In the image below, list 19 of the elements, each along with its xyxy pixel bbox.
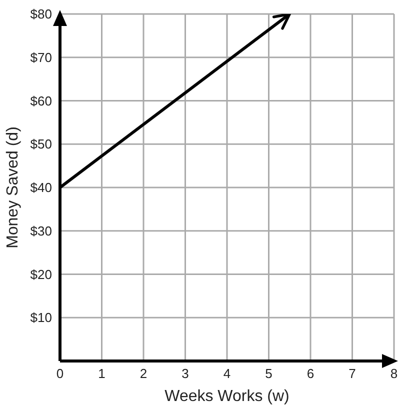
y-tick-label: $50 [30,136,52,152]
x-axis-title: Weeks Works (w) [164,388,290,405]
y-tick-label: $10 [30,310,52,326]
x-tick-label: 1 [98,366,106,382]
y-tick-label: $40 [30,180,52,196]
x-tick-label: 6 [306,366,314,382]
y-tick-label: $30 [30,223,52,238]
x-tick-label: 0 [56,366,64,382]
x-tick-label: 3 [182,366,189,382]
y-axis-title: Money Saved (d) [4,126,22,248]
x-tick-label: 2 [140,366,148,382]
x-tick-label: 8 [390,366,398,382]
y-tick-label: $20 [30,266,52,282]
y-tick-label: $70 [30,50,52,65]
y-tick-label: $60 [30,93,52,108]
x-tick-label: 5 [265,366,272,382]
y-tick-label: $80 [30,6,52,22]
x-tick-label: 7 [348,366,356,382]
x-tick-label: 4 [223,366,231,382]
